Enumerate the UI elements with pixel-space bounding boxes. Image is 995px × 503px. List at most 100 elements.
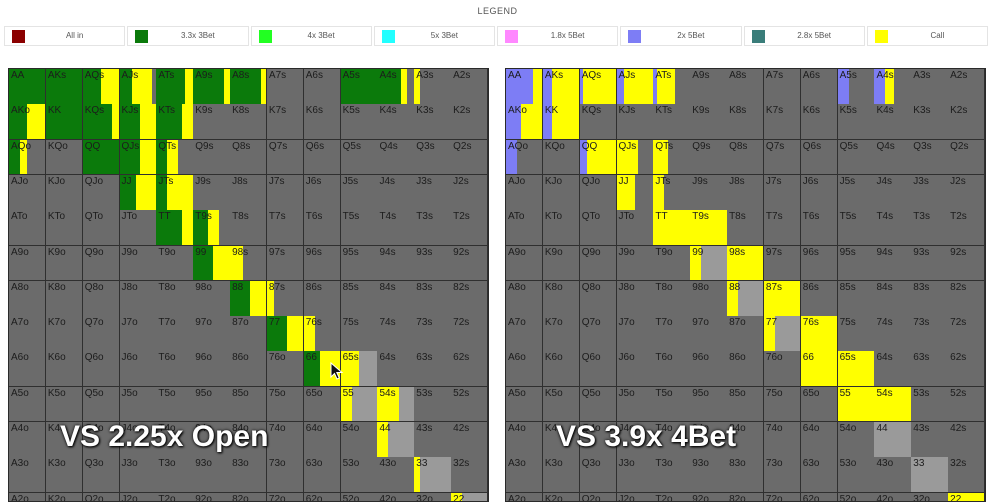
hand-cell: K2o: [542, 492, 581, 501]
legend-label: 2.8x 5Bet: [797, 31, 832, 40]
hand-cell: J5s: [837, 174, 875, 211]
hand-label: Q4s: [876, 140, 895, 152]
action-segment: [579, 69, 584, 104]
hand-cell: AKs: [542, 69, 581, 105]
action-segment: [193, 69, 225, 104]
hand-cell: T9o: [653, 245, 691, 282]
hand-label: Q3s: [416, 140, 435, 152]
hand-cell: JTo: [119, 210, 157, 246]
hand-cell: 63o: [800, 457, 839, 494]
hand-label: KQo: [47, 140, 68, 152]
action-segment: [653, 174, 665, 210]
hand-cell: 94s: [377, 245, 415, 282]
hand-cell: 75o: [763, 386, 802, 423]
hand-cell: K7s: [763, 104, 802, 141]
hand-cell: Q2s: [948, 139, 985, 176]
action-segment: [9, 139, 20, 175]
action-segment: [340, 351, 359, 387]
hand-label: J2o: [121, 493, 138, 502]
hand-cell: A8o: [9, 280, 47, 317]
hand-label: 85s: [342, 281, 359, 293]
hand-label: Q3o: [84, 458, 104, 470]
hand-label: AJo: [11, 175, 29, 187]
hand-label: A5o: [11, 387, 29, 399]
hand-label: 22: [453, 493, 465, 502]
hand-cell: 97o: [193, 316, 231, 352]
hand-cell: Q9s: [690, 139, 728, 176]
hand-label: 72o: [765, 493, 783, 502]
hand-label: T2o: [655, 493, 673, 502]
hand-cell: 98o: [690, 280, 728, 317]
hand-label: J9o: [121, 246, 138, 258]
hand-cell: ATo: [9, 210, 47, 246]
hand-label: 88: [232, 281, 244, 293]
hand-cell: A2o: [9, 492, 47, 501]
action-segment: [579, 139, 587, 175]
hand-label: T7s: [268, 211, 286, 223]
hand-label: JJ: [121, 175, 132, 187]
hand-label: J9s: [195, 175, 211, 187]
action-segment: [737, 280, 764, 316]
hand-cell: K6o: [542, 351, 581, 388]
hand-label: KJs: [618, 105, 636, 117]
hand-cell: 85o: [230, 386, 268, 423]
hand-cell: J4s: [874, 174, 912, 211]
hand-cell: K9s: [193, 104, 231, 141]
hand-label: ATo: [508, 211, 525, 223]
hand-label: K5o: [544, 387, 563, 399]
hand-label: J5o: [121, 387, 138, 399]
hand-cell: 76s: [800, 316, 839, 352]
hand-label: T8s: [729, 211, 746, 223]
hand-label: A8o: [11, 281, 29, 293]
hand-label: Q6s: [802, 140, 822, 152]
hand-label: A4o: [508, 423, 526, 434]
hand-cell: Q2o: [82, 492, 121, 501]
mouse-pointer-icon: [330, 362, 344, 380]
hand-label: AJs: [121, 70, 139, 81]
hand-cell: 43s: [911, 422, 949, 458]
hand-cell: 65s: [340, 351, 378, 388]
action-segment: [156, 174, 168, 210]
hand-label: J6o: [121, 352, 138, 364]
hand-label: 75o: [268, 387, 286, 399]
hand-cell: 75s: [837, 316, 875, 352]
hand-cell: 42s: [948, 422, 985, 458]
hand-cell: J5o: [616, 386, 654, 423]
hand-label: J9o: [618, 246, 635, 258]
hand-label: 84s: [876, 281, 893, 293]
hand-label: 88: [729, 281, 741, 293]
hand-cell: 93o: [690, 457, 728, 494]
hand-cell: T7o: [653, 316, 691, 352]
hand-label: K2s: [950, 105, 968, 117]
hand-label: 92o: [195, 493, 212, 502]
hand-label: J3o: [618, 458, 635, 470]
hand-label: 44: [379, 423, 391, 434]
action-segment: [274, 280, 304, 316]
action-segment: [701, 245, 727, 281]
hand-cell: JTs: [653, 174, 691, 211]
hand-cell: T4s: [874, 210, 912, 246]
hand-label: Q6s: [305, 140, 325, 152]
hand-cell: K8o: [45, 280, 84, 317]
hand-cell: J7s: [266, 174, 305, 211]
hand-label: 66: [305, 352, 317, 364]
hand-cell: AQs: [579, 69, 618, 105]
hand-cell: A7s: [266, 69, 305, 105]
hand-label: 95o: [692, 387, 709, 399]
hand-cell: 92o: [690, 492, 728, 501]
hand-label: 77: [268, 317, 281, 329]
hand-cell: T4o: [653, 422, 691, 458]
action-segment: [414, 69, 420, 104]
hand-cell: 99: [193, 245, 231, 282]
hand-label: 74o: [765, 423, 783, 434]
hand-label: A9s: [195, 70, 213, 81]
legend-label: 3.3x 3Bet: [180, 31, 215, 40]
hand-cell: K3o: [542, 457, 581, 494]
hand-label: 53o: [342, 458, 360, 470]
action-segment: [586, 139, 617, 175]
legend-item: Call: [866, 26, 988, 46]
hand-cell: 53s: [911, 386, 949, 423]
hand-label: J3s: [913, 175, 929, 187]
hand-cell: 84s: [377, 280, 415, 317]
action-segment: [100, 69, 120, 104]
